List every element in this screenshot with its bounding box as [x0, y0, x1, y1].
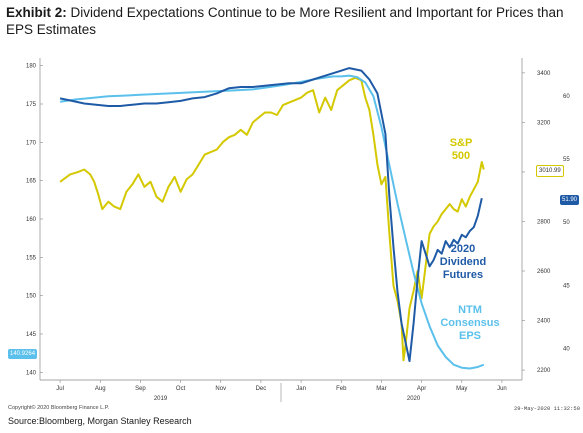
x-tick-label: Oct	[176, 386, 186, 392]
spx-annotation: S&P	[450, 137, 473, 149]
eps-annotation: NTM	[458, 304, 482, 316]
dividend-annotation: 2020	[451, 243, 475, 255]
spx-tick-label: 2200	[537, 368, 551, 374]
timestamp-text: 29-May-2020 11:32:50	[514, 405, 581, 412]
left-tick-label: 180	[26, 64, 37, 70]
chart-title: Dividend Expectations Continue to be Mor…	[6, 5, 564, 37]
x-tick-label: May	[456, 386, 467, 392]
div-value-tag: 51.90	[560, 195, 580, 205]
spx-tick-label: 3200	[537, 120, 551, 126]
x-tick-label: Jul	[56, 386, 64, 392]
left-tick-label: 140	[26, 370, 37, 376]
div-tick-label: 40	[563, 346, 570, 352]
left-tick-label: 175	[26, 102, 37, 108]
x-tick-label: Aug	[95, 386, 106, 392]
copyright-text: Copyright© 2020 Bloomberg Finance L.P.	[8, 405, 110, 411]
x-tick-label: Feb	[336, 386, 347, 392]
year-label-2020: 2020	[407, 396, 421, 402]
spx-tick-label: 2400	[537, 319, 551, 325]
dividend-annotation: Dividend	[440, 256, 486, 268]
x-tick-label: Dec	[256, 386, 267, 392]
spx-tick-label: 3400	[537, 71, 551, 77]
spx-series-line	[59, 76, 485, 362]
left-value-tag: 140.9264	[8, 349, 38, 359]
source-text: Source:Bloomberg, Morgan Stanley Researc…	[8, 416, 192, 426]
year-label-2019: 2019	[154, 396, 168, 402]
dividend-annotation: Futures	[443, 269, 483, 281]
left-tick-label: 160	[26, 217, 37, 223]
div-tick-label: 45	[563, 283, 570, 289]
x-tick-label: Sep	[135, 386, 146, 392]
eps-annotation: EPS	[459, 330, 481, 342]
div-tick-label: 55	[563, 157, 570, 163]
exhibit-label: Exhibit 2:	[6, 5, 67, 20]
plot-area	[40, 58, 522, 380]
spx-value-tag: 3010.99	[536, 165, 564, 177]
left-tick-label: 150	[26, 294, 37, 300]
x-tick-label: Nov	[215, 386, 226, 392]
x-tick-label: Jan	[296, 386, 306, 392]
spx-tick-label: 2800	[537, 219, 551, 225]
eps-series-line	[59, 74, 485, 370]
x-tick-label: Mar	[376, 386, 386, 392]
dividend-series-line	[59, 67, 483, 363]
x-tick-label: Jun	[497, 386, 507, 392]
eps-annotation: Consensus	[440, 317, 499, 329]
left-tick-label: 145	[26, 332, 37, 338]
div-tick-label: 60	[563, 94, 570, 100]
chart-header: Exhibit 2: Dividend Expectations Continu…	[6, 4, 578, 38]
left-tick-label: 155	[26, 255, 37, 261]
left-tick-label: 165	[26, 179, 37, 185]
left-tick-label: 170	[26, 140, 37, 146]
spx-tick-label: 2600	[537, 269, 551, 275]
x-tick-label: Apr	[417, 386, 426, 392]
div-tick-label: 50	[563, 220, 570, 226]
spx-annotation: 500	[452, 150, 470, 162]
